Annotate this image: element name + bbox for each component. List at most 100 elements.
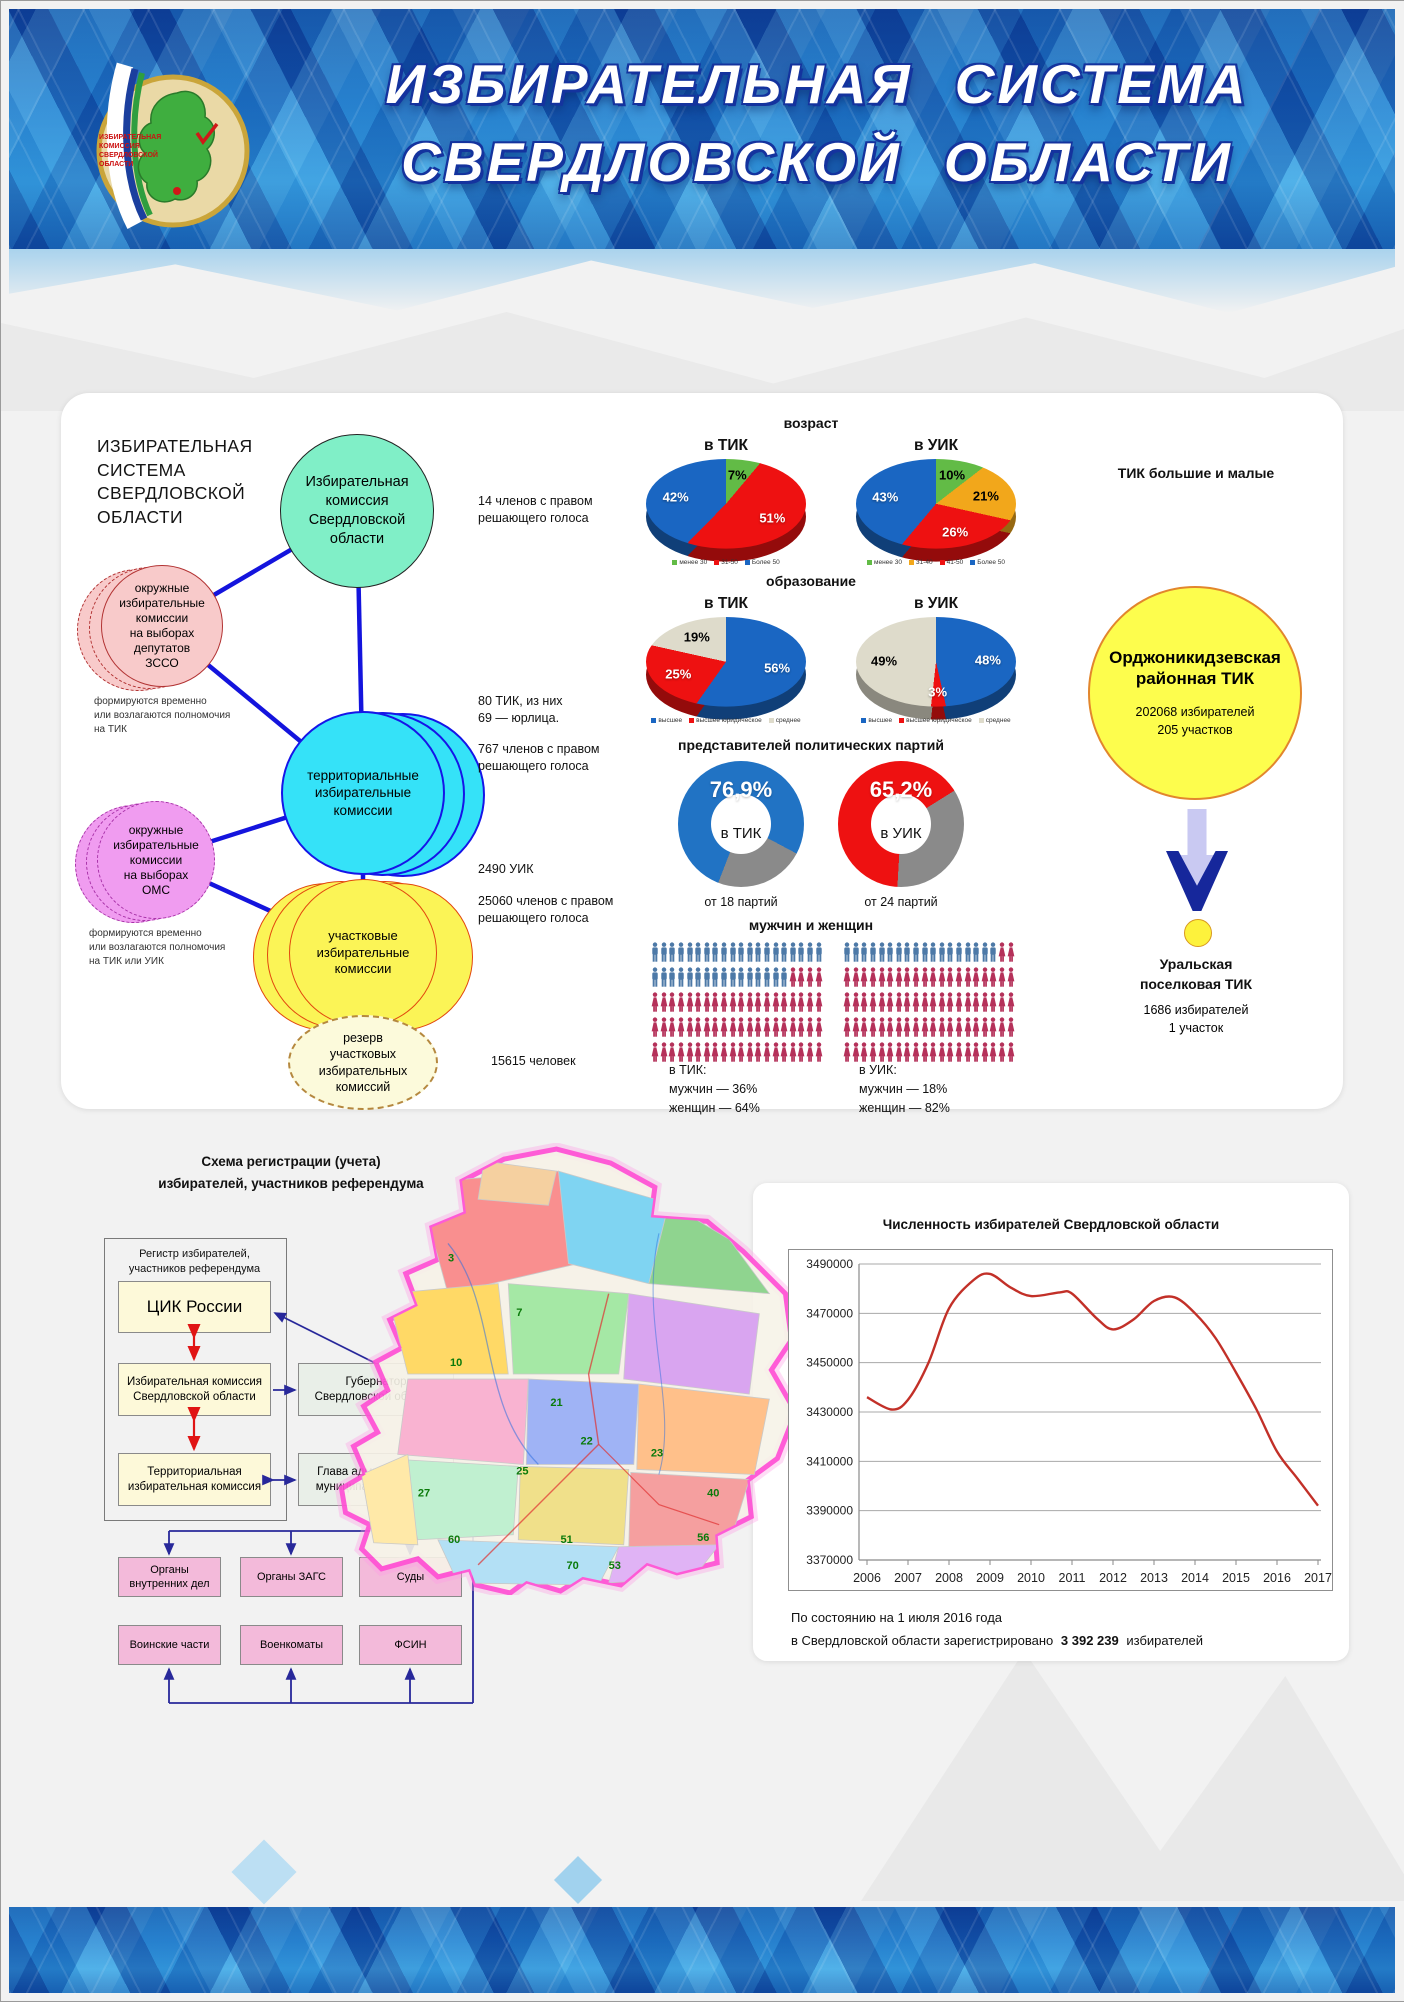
woman-icon xyxy=(955,1042,963,1062)
man-icon xyxy=(686,942,693,962)
node-tik: территориальные избирательные комиссии xyxy=(281,711,445,875)
gender-uik-pictograph xyxy=(843,941,1015,1066)
woman-icon xyxy=(912,1042,920,1062)
pie-percent-label: 3% xyxy=(928,684,948,700)
note-ikso-members: 14 членов с правом решающего голоса xyxy=(478,494,593,525)
tik-sizes-title: ТИК большие и малые xyxy=(1117,465,1275,481)
woman-icon xyxy=(998,967,1006,987)
pie-percent-label: 56% xyxy=(764,660,791,676)
man-icon xyxy=(956,942,962,962)
man-icon xyxy=(930,942,936,962)
woman-icon xyxy=(729,1042,737,1062)
woman-icon xyxy=(981,967,989,987)
woman-icon xyxy=(843,967,851,987)
man-icon xyxy=(695,967,701,987)
y-tick-label: 3490000 xyxy=(806,1257,853,1271)
woman-icon xyxy=(938,967,946,987)
node-uik-reserve-label: резерв участковых избирательных комиссий xyxy=(318,1031,408,1094)
logo-text-line: СВЕРДЛОВСКОЙ xyxy=(99,150,158,159)
woman-icon xyxy=(947,967,954,987)
map-district-number: 21 xyxy=(550,1397,562,1409)
map-district-number: 10 xyxy=(450,1357,462,1369)
legend-swatch xyxy=(867,559,872,565)
woman-icon xyxy=(929,967,937,987)
woman-icon xyxy=(712,992,719,1012)
woman-icon xyxy=(921,1042,929,1062)
legend-item: менее 30 xyxy=(672,559,707,566)
woman-icon xyxy=(869,967,877,987)
woman-icon xyxy=(660,1042,668,1062)
man-icon xyxy=(798,942,805,962)
woman-icon xyxy=(651,992,659,1012)
woman-icon xyxy=(755,1017,762,1037)
parties-tik-label: в ТИК xyxy=(720,825,762,842)
woman-icon xyxy=(669,992,676,1012)
woman-icon xyxy=(729,1017,737,1037)
man-icon xyxy=(982,942,988,962)
box-org-military-units: Воинские части xyxy=(118,1625,221,1665)
legend-swatch xyxy=(768,717,774,723)
woman-icon xyxy=(1007,1017,1014,1037)
node-okrug-zsso-label: окружные избирательные комиссии на выбор… xyxy=(119,581,205,670)
woman-icon xyxy=(955,1017,963,1037)
pie-percent-label: 21% xyxy=(972,488,999,504)
woman-icon xyxy=(789,967,797,987)
system-heading: ИЗБИРАТЕЛЬНАЯ СИСТЕМА СВЕРДЛОВСКОЙ ОБЛАС… xyxy=(97,436,253,527)
edu-tik-legend: высшее высшее юридическое среднее xyxy=(631,717,821,724)
big-tik-info: 202068 избирателей 205 участков xyxy=(1135,705,1255,738)
pie-surface xyxy=(856,459,1016,549)
woman-icon xyxy=(806,967,814,987)
node-uik-reserve: резерв участковых избирательных комиссий xyxy=(288,1015,438,1110)
pie-percent-label: 10% xyxy=(939,467,966,483)
woman-icon xyxy=(886,1017,894,1037)
man-icon xyxy=(721,967,727,987)
man-icon xyxy=(738,967,744,987)
pie-percent-label: 51% xyxy=(759,510,786,526)
woman-icon xyxy=(763,1017,771,1037)
x-tick-label: 2008 xyxy=(935,1571,963,1585)
woman-icon xyxy=(886,1042,894,1062)
legend-item: 41-50 xyxy=(939,559,963,566)
gender-section-title: мужчин и женщин xyxy=(748,917,874,933)
woman-icon xyxy=(780,1042,788,1062)
header-banner: ИЗБИРАТЕЛЬНАЯ КОМИССИЯ СВЕРДЛОВСКОЙ ОБЛА… xyxy=(9,9,1395,249)
legend-item: высшее юридическое xyxy=(689,717,762,724)
woman-icon xyxy=(895,992,903,1012)
woman-icon xyxy=(843,1042,851,1062)
woman-icon xyxy=(746,992,754,1012)
legend-swatch xyxy=(744,559,750,565)
woman-icon xyxy=(878,1042,886,1062)
woman-icon xyxy=(981,1042,989,1062)
pie-percent-label: 43% xyxy=(872,489,899,505)
man-icon xyxy=(878,942,885,962)
big-tik-content: Орджоникидзевская районная ТИК 202068 из… xyxy=(1109,647,1281,740)
man-icon xyxy=(721,942,727,962)
pie-percent-label: 19% xyxy=(683,629,710,645)
poster-title-line1: ИЗБИРАТЕЛЬНАЯ СИСТЕМА xyxy=(385,53,1249,115)
pie-surface xyxy=(646,617,806,707)
age-tik-pie: 7% 51% 42% xyxy=(646,459,806,563)
woman-icon xyxy=(669,1017,676,1037)
woman-icon xyxy=(755,992,762,1012)
footer-banner xyxy=(9,1907,1395,1993)
woman-icon xyxy=(1007,992,1014,1012)
registered-count: 3 392 239 xyxy=(1060,1632,1119,1648)
x-tick-label: 2013 xyxy=(1140,1571,1168,1585)
logo-text-line: ОБЛАСТИ xyxy=(99,161,133,168)
x-tick-label: 2017 xyxy=(1304,1571,1332,1585)
box-org-zags-label: Органы ЗАГС xyxy=(257,1570,326,1583)
woman-icon xyxy=(990,967,997,987)
box-org-internal-affairs-label: Органы внутренних дел xyxy=(129,1563,210,1590)
logo-text-line: КОМИССИЯ xyxy=(99,143,140,150)
x-tick-label: 2014 xyxy=(1181,1571,1209,1585)
small-tik-info: 1686 избирателей 1 участок xyxy=(1143,1003,1249,1036)
deco-blue-diamond-2 xyxy=(553,1855,603,1905)
parties-uik-donut: 65,2% в УИК xyxy=(838,761,964,887)
woman-icon xyxy=(886,967,894,987)
woman-icon xyxy=(815,992,822,1012)
woman-icon xyxy=(1007,967,1014,987)
legend-item: 31-50 xyxy=(714,559,738,566)
man-icon xyxy=(815,942,822,962)
age-uik-legend: менее 30 31-40 41-50 Более 50 xyxy=(841,559,1031,566)
gender-tik-pictograph xyxy=(651,941,823,1066)
